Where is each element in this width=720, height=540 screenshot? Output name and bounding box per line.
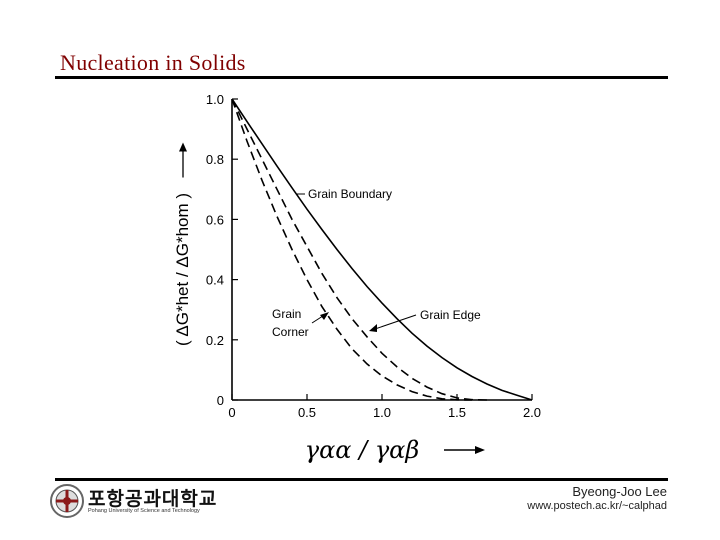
university-logo: 포항공과대학교 Pohang University of Science and… [50, 484, 240, 524]
y-tick-label: 0.8 [206, 152, 224, 167]
annotation-grain-corner-2: Corner [272, 325, 309, 339]
x-tick-label: 1.0 [373, 405, 391, 420]
footer-rule [55, 478, 668, 481]
y-tick-label: 0.4 [206, 273, 224, 288]
y-tick-label: 0.6 [206, 212, 224, 227]
annotation-grain-edge: Grain Edge [420, 308, 481, 322]
y-axis-arrowhead [179, 142, 187, 152]
y-axis-label: ( ΔG*het / ΔG*hom ) [173, 193, 192, 346]
title-rule [55, 76, 668, 79]
y-tick-label: 0 [217, 393, 224, 408]
emblem-icon [50, 484, 84, 518]
y-tick-label: 1.0 [206, 92, 224, 107]
slide-title: Nucleation in Solids [60, 50, 246, 75]
annotation-leader-edge [371, 314, 417, 331]
author-name: Byeong-Joo Lee [572, 484, 667, 499]
website-url: www.postech.ac.kr/~calphad [527, 500, 667, 512]
x-tick-label: 1.5 [448, 405, 466, 420]
annotation-arrowhead-corner [320, 312, 329, 320]
x-axis-label: γαα / γαβ [305, 436, 420, 464]
annotation-grain-boundary: Grain Boundary [308, 187, 392, 201]
logo-english-text: Pohang University of Science and Technol… [88, 508, 200, 514]
logo-korean-text: 포항공과대학교 [88, 488, 218, 510]
chart: 0 0.5 1.0 1.5 2.0 0 0.2 0.4 0.6 0.8 1.0 Grain Bound… [150, 85, 570, 470]
annotation-grain-corner: Grain [272, 307, 301, 321]
x-tick-label: 0 [228, 405, 235, 420]
y-tick-label: 0.2 [206, 333, 224, 348]
y-axis-label-group: ( ΔG*het / ΔG*hom ) [173, 142, 192, 346]
annotation-arrowhead-edge [369, 324, 377, 332]
series-line-grain-boundary [231, 98, 533, 401]
x-axis-arrowhead [475, 446, 485, 454]
series-line-grain-edge [231, 98, 488, 401]
series-line-grain-corner [231, 98, 473, 401]
chart-svg: 0 0.5 1.0 1.5 2.0 0 0.2 0.4 0.6 0.8 1.0 Grain Bound… [173, 92, 541, 464]
x-tick-label: 2.0 [523, 405, 541, 420]
x-tick-label: 0.5 [298, 405, 316, 420]
